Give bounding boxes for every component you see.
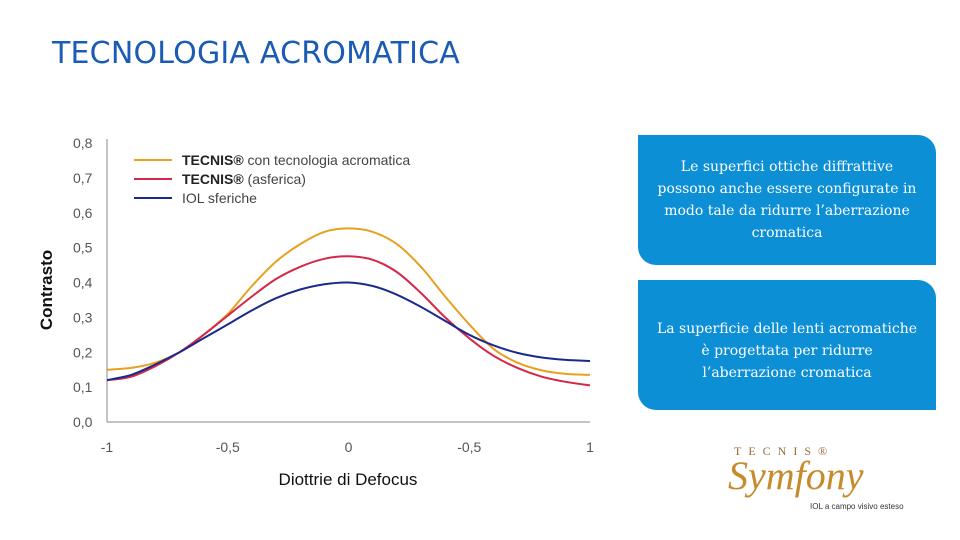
y-tick-label: 0,5 xyxy=(73,240,93,256)
x-tick-label: 1 xyxy=(586,439,594,455)
x-tick-label: 0 xyxy=(345,439,353,455)
x-tick-label: -0,5 xyxy=(216,439,240,455)
logo-tagline: IOL a campo visivo esteso xyxy=(810,502,904,511)
y-tick-label: 0,1 xyxy=(73,379,93,395)
y-tick-label: 0,7 xyxy=(73,170,93,186)
slide-title: TECNOLOGIA ACROMATICA xyxy=(52,36,461,71)
tecnis-symfony-logo: TECNIS® Symfony IOL a campo visivo estes… xyxy=(724,440,914,520)
legend-label-2: TECNIS® (asferica) xyxy=(182,171,306,187)
callout-diffractive-text: Le superfici ottiche diffrattive possono… xyxy=(657,159,917,241)
x-tick-label: -1 xyxy=(101,439,114,455)
y-axis-ticks: 0,0 0,1 0,2 0,3 0,4 0,5 0,6 0,7 0,8 xyxy=(73,135,93,430)
series-line-3 xyxy=(106,281,591,382)
legend-label-3: IOL sferiche xyxy=(182,190,257,206)
y-tick-label: 0,8 xyxy=(73,135,93,151)
series-lines xyxy=(106,227,591,387)
x-axis-ticks: -1 -0,5 0 -0,5 1 xyxy=(101,439,594,455)
y-tick-label: 0,3 xyxy=(73,309,93,325)
legend-label-1: TECNIS® con tecnologia acromatica xyxy=(182,152,410,168)
callout-achromatic: La superficie delle lenti acromatiche è … xyxy=(638,280,936,410)
chart-legend: TECNIS® con tecnologia acromatica TECNIS®… xyxy=(134,152,410,206)
x-tick-label: -0,5 xyxy=(457,439,481,455)
y-tick-label: 0,6 xyxy=(73,205,93,221)
y-tick-label: 0,4 xyxy=(73,275,93,291)
y-axis-title: Contrasto xyxy=(37,250,56,330)
x-axis-title: Diottrie di Defocus xyxy=(279,470,418,489)
y-tick-label: 0,0 xyxy=(73,414,93,430)
callout-diffractive: Le superfici ottiche diffrattive possono… xyxy=(638,135,936,265)
callout-achromatic-text: La superficie delle lenti acromatiche è … xyxy=(656,321,918,381)
logo-product: Symfony xyxy=(728,453,864,498)
logo-brand: TECNIS® xyxy=(734,444,835,458)
series-line-2 xyxy=(106,255,591,387)
y-tick-label: 0,2 xyxy=(73,344,93,360)
contrast-defocus-chart: 0,0 0,1 0,2 0,3 0,4 0,5 0,6 0,7 0,8 -1 -0,5 0 -0,5 1… xyxy=(37,135,594,489)
